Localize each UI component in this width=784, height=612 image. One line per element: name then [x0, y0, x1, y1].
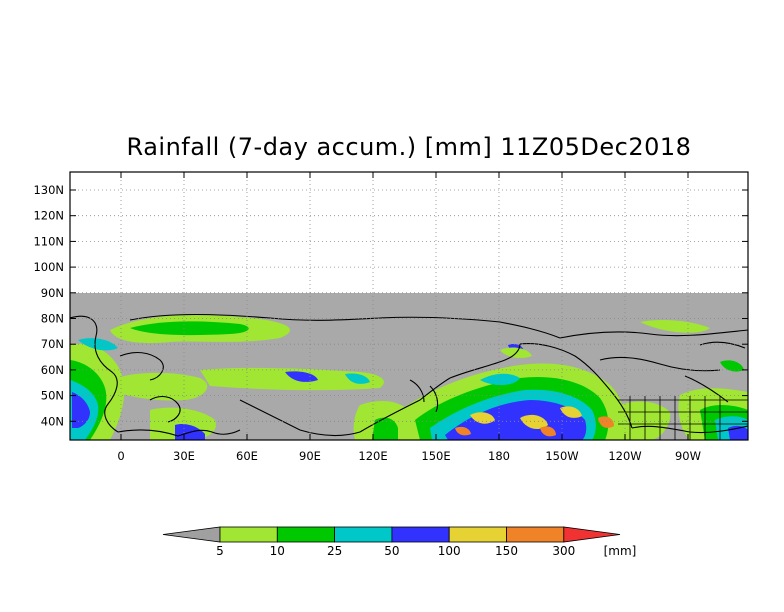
lat-tick-label: 90N: [41, 286, 64, 300]
colorbar-low-arrow: [162, 526, 221, 543]
colorbar-segment: [448, 526, 507, 543]
lon-tick-label: 60E: [236, 449, 258, 463]
coastlines: [70, 313, 748, 437]
lon-tick-label: 0: [117, 449, 124, 463]
lon-tick-label: 90E: [299, 449, 321, 463]
colorbar-high-arrow: [563, 526, 621, 543]
lon-tick-label: 120W: [608, 449, 641, 463]
colorbar-segment: [219, 526, 278, 543]
map-plot-area: [70, 172, 748, 440]
graticule: [70, 172, 748, 440]
colorbar-segment: [506, 526, 565, 543]
colorbar-level-label: 150: [495, 544, 518, 558]
colorbar-level-label: 50: [384, 544, 399, 558]
lon-tick-label: 120E: [358, 449, 387, 463]
political-boundaries: [618, 396, 748, 440]
lat-tick-label: 110N: [33, 234, 64, 248]
lat-tick-label: 40N: [41, 414, 64, 428]
lon-tick-label: 180: [488, 449, 510, 463]
colorbar-segment: [391, 526, 450, 543]
colorbar-level-label: 25: [327, 544, 342, 558]
lon-tick-label: 30E: [173, 449, 195, 463]
rainfall-field: [70, 315, 748, 440]
lat-tick-label: 80N: [41, 312, 64, 326]
lon-tick-label: 150E: [421, 449, 450, 463]
colorbar-level-label: 10: [270, 544, 285, 558]
lat-tick-label: 60N: [41, 363, 64, 377]
colorbar-level-label: 5: [216, 544, 224, 558]
colorbar-segment: [334, 526, 393, 543]
colorbar-level-label: 100: [438, 544, 461, 558]
lat-tick-label: 130N: [33, 183, 64, 197]
map-frame: [69, 171, 749, 441]
colorbar-level-label: 300: [552, 544, 575, 558]
lat-tick-label: 100N: [33, 260, 64, 274]
lon-tick-label: 90W: [675, 449, 701, 463]
colorbar-unit-label: [mm]: [604, 544, 637, 558]
lat-tick-label: 120N: [33, 209, 64, 223]
map-title: Rainfall (7-day accum.) [mm] 11Z05Dec201…: [126, 133, 692, 161]
latitude-axis: 130N 120N 110N 100N 90N 80N 70N 60N 50N 40N: [33, 183, 748, 428]
lat-tick-label: 70N: [41, 337, 64, 351]
longitude-axis: 0 30E 60E 90E 120E 150E 180 150W 120W 90W: [117, 172, 701, 463]
colorbar-legend: 5 10 25 50 100 150 300 [mm]: [162, 526, 637, 558]
lat-tick-label: 50N: [41, 389, 64, 403]
colorbar-segment: [276, 526, 335, 543]
lon-tick-label: 150W: [545, 449, 578, 463]
